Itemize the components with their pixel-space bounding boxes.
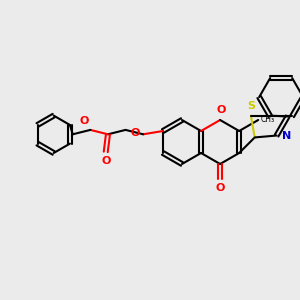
Text: O: O — [80, 116, 89, 126]
Text: O: O — [215, 183, 225, 194]
Text: CH₃: CH₃ — [260, 116, 274, 124]
Text: S: S — [247, 101, 255, 111]
Text: O: O — [131, 128, 140, 138]
Text: O: O — [101, 156, 110, 166]
Text: O: O — [216, 105, 226, 115]
Text: N: N — [282, 130, 291, 140]
